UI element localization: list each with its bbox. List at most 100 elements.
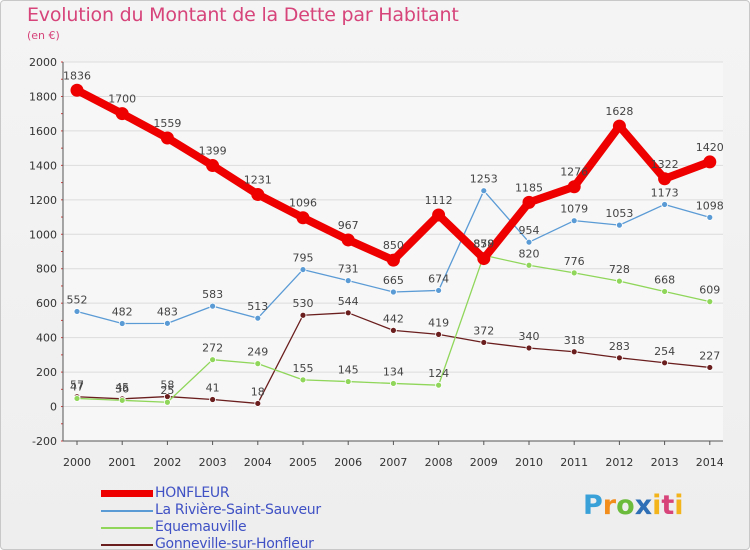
data-label: 1096 xyxy=(289,197,317,210)
data-point xyxy=(389,288,397,296)
data-label: 731 xyxy=(338,263,359,276)
data-point xyxy=(254,314,262,322)
data-label: 728 xyxy=(609,263,630,276)
y-tick-label: 1600 xyxy=(29,125,57,138)
data-label: 254 xyxy=(654,345,675,358)
data-point xyxy=(251,187,265,201)
data-label: 318 xyxy=(564,334,585,347)
data-point xyxy=(661,288,668,295)
y-tick-label: 0 xyxy=(50,401,57,414)
x-tick-label: 2011 xyxy=(560,456,588,469)
legend-label: Equemauville xyxy=(155,519,247,535)
data-point xyxy=(570,269,578,277)
data-point xyxy=(432,208,446,222)
x-tick-label: 2002 xyxy=(153,456,181,469)
x-tick-label: 2007 xyxy=(379,456,407,469)
data-point xyxy=(570,348,578,356)
data-point xyxy=(435,330,443,338)
data-label: 820 xyxy=(519,247,540,260)
data-label: 372 xyxy=(473,324,494,337)
data-point xyxy=(389,380,397,387)
data-label: 25 xyxy=(160,384,174,397)
data-label: 47 xyxy=(70,380,84,393)
data-point xyxy=(73,308,81,315)
legend-swatch xyxy=(101,544,153,546)
data-point xyxy=(344,277,352,285)
data-label: 1173 xyxy=(651,186,679,199)
data-point xyxy=(435,381,443,389)
proxiti-logo: Proxiti xyxy=(583,490,684,521)
data-label: 552 xyxy=(67,293,88,306)
data-point xyxy=(163,319,171,327)
data-point xyxy=(703,155,717,169)
data-label: 483 xyxy=(157,305,178,318)
data-point xyxy=(341,233,355,247)
data-label: 954 xyxy=(519,224,540,237)
data-point xyxy=(254,360,262,368)
data-point xyxy=(522,195,536,209)
data-label: 442 xyxy=(383,312,404,325)
y-tick-label: 800 xyxy=(36,263,57,276)
data-point xyxy=(73,395,81,402)
data-label: 36 xyxy=(115,382,129,395)
y-tick-label: 1800 xyxy=(29,90,57,103)
data-point xyxy=(661,201,668,208)
data-point xyxy=(115,107,129,121)
data-point xyxy=(299,311,307,319)
y-tick-label: 1000 xyxy=(29,228,57,241)
data-point xyxy=(661,359,668,367)
x-tick-label: 2014 xyxy=(696,456,724,469)
data-point xyxy=(299,376,307,384)
x-tick-label: 2004 xyxy=(244,456,272,469)
y-tick-label: 1400 xyxy=(29,159,57,172)
data-point xyxy=(344,309,352,317)
x-tick-label: 2006 xyxy=(334,456,362,469)
line-chart: -200 0 200 400 600 800 1000 1200 1400 1600 1800 200… xyxy=(29,56,724,469)
legend-swatch xyxy=(101,527,153,529)
data-point xyxy=(477,252,491,266)
data-label: 134 xyxy=(383,365,404,378)
data-label: 45 xyxy=(115,381,129,394)
data-point xyxy=(570,217,578,225)
data-point xyxy=(254,400,262,407)
data-point xyxy=(616,354,623,362)
y-tick-label: -200 xyxy=(32,435,57,448)
data-point xyxy=(706,364,714,371)
legend-swatch xyxy=(101,510,153,512)
data-label: 283 xyxy=(609,340,630,353)
x-tick-label: 2001 xyxy=(108,456,136,469)
data-label: 513 xyxy=(247,300,268,313)
data-label: 1420 xyxy=(696,141,724,154)
data-point xyxy=(525,344,533,352)
data-point xyxy=(480,187,488,195)
data-point xyxy=(118,396,126,404)
data-point xyxy=(344,378,352,385)
data-label: 1112 xyxy=(425,194,453,207)
x-tick-label: 2012 xyxy=(605,456,633,469)
data-label: 1079 xyxy=(560,203,588,216)
data-point xyxy=(70,83,84,97)
data-label: 1253 xyxy=(470,173,498,186)
data-label: 18 xyxy=(251,385,265,398)
data-point xyxy=(209,356,217,364)
data-label: 145 xyxy=(338,364,359,377)
data-label: 419 xyxy=(428,316,449,329)
data-point xyxy=(209,302,217,310)
x-tick-label: 2008 xyxy=(425,456,453,469)
data-point xyxy=(118,320,126,327)
data-point xyxy=(616,221,623,229)
legend-label: Gonneville-sur-Honfleur xyxy=(155,536,314,550)
data-point xyxy=(386,253,400,267)
chart-subtitle: (en €) xyxy=(27,29,60,42)
data-label: 530 xyxy=(293,297,314,310)
data-label: 57 xyxy=(70,379,84,392)
data-label: 1399 xyxy=(199,145,227,158)
data-point xyxy=(389,327,397,334)
data-label: 583 xyxy=(202,288,223,301)
data-label: 482 xyxy=(112,306,133,319)
y-tick-label: 1200 xyxy=(29,194,57,207)
legend-label: HONFLEUR xyxy=(155,485,230,501)
chart-title: Evolution du Montant de la Dette par Hab… xyxy=(27,4,459,26)
data-point xyxy=(209,396,217,403)
data-label: 124 xyxy=(428,367,449,380)
